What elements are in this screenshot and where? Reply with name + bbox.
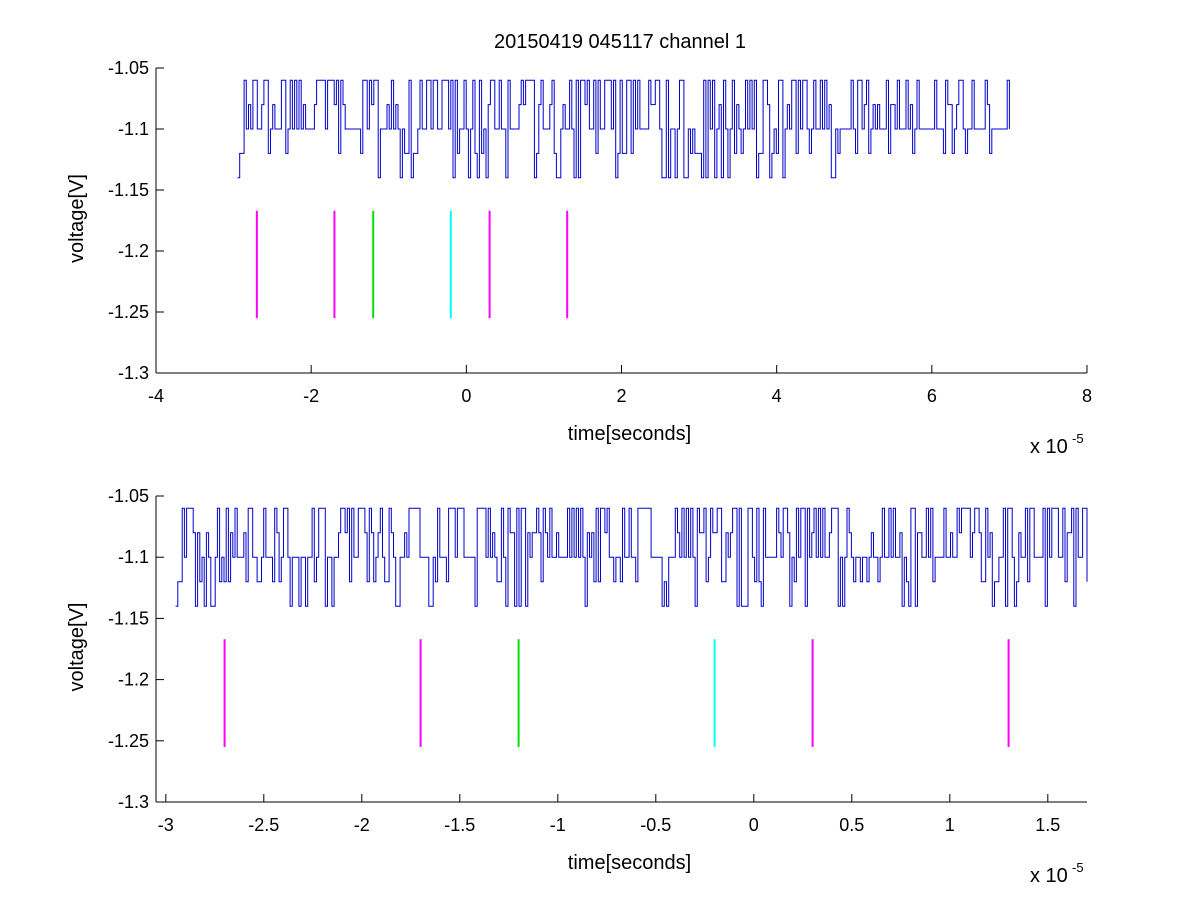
x-tick-label: -0.5 xyxy=(640,815,671,835)
y-tick-label: -1.3 xyxy=(118,363,149,383)
x-tick-label: -4 xyxy=(148,386,164,406)
chart-title: 20150419 045117 channel 1 xyxy=(494,31,746,53)
x-multiplier-label: x 10 xyxy=(1030,865,1068,887)
x-multiplier-exponent: -5 xyxy=(1072,431,1084,446)
x-tick-label: 1.5 xyxy=(1035,815,1060,835)
x-tick-label: 0.5 xyxy=(839,815,864,835)
x-tick-label: 1 xyxy=(945,815,955,835)
y-tick-label: -1.1 xyxy=(118,119,149,139)
y-tick-label: -1.05 xyxy=(108,58,149,78)
x-tick-label: -2 xyxy=(303,386,319,406)
y-tick-label: -1.25 xyxy=(108,302,149,322)
voltage-trace xyxy=(175,507,1088,607)
y-tick-label: -1.2 xyxy=(118,670,149,690)
bottom-plot-panel: -3 -2.5 -2 -1.5 -1 -0.5 0 0.5 1 1.5 -1.05 -1.1 -1.15… xyxy=(66,486,1088,887)
x-tick-label: 4 xyxy=(772,386,782,406)
x-tick-label: 0 xyxy=(749,815,759,835)
y-tick-label: -1.25 xyxy=(108,731,149,751)
y-tick-label: -1.1 xyxy=(118,547,149,567)
y-tick-label: -1.2 xyxy=(118,241,149,261)
voltage-trace xyxy=(237,79,1010,179)
y-tick-label: -1.15 xyxy=(108,180,149,200)
y-axis-label: voltage[V] xyxy=(66,174,88,263)
x-tick-label: 0 xyxy=(461,386,471,406)
x-tick-label: -3 xyxy=(158,815,174,835)
top-plot-panel: -4 -2 0 2 4 6 8 -1.05 -1.1 -1.15 -1.2 -1.25 -1.3 time… xyxy=(66,58,1092,458)
y-tick-label: -1.05 xyxy=(108,486,149,506)
y-tick-label: -1.15 xyxy=(108,608,149,628)
x-tick-label: -2 xyxy=(354,815,370,835)
x-tick-label: -1.5 xyxy=(444,815,475,835)
x-tick-label: -2.5 xyxy=(248,815,279,835)
x-tick-label: 2 xyxy=(616,386,626,406)
x-axis-label: time[seconds] xyxy=(568,423,691,445)
x-axis-label: time[seconds] xyxy=(568,852,691,874)
y-tick-label: -1.3 xyxy=(118,792,149,812)
y-axis-label: voltage[V] xyxy=(66,603,88,692)
x-tick-label: -1 xyxy=(550,815,566,835)
x-multiplier-exponent: -5 xyxy=(1072,860,1084,875)
x-multiplier-label: x 10 xyxy=(1030,436,1068,458)
x-tick-label: 6 xyxy=(927,386,937,406)
x-tick-label: 8 xyxy=(1082,386,1092,406)
